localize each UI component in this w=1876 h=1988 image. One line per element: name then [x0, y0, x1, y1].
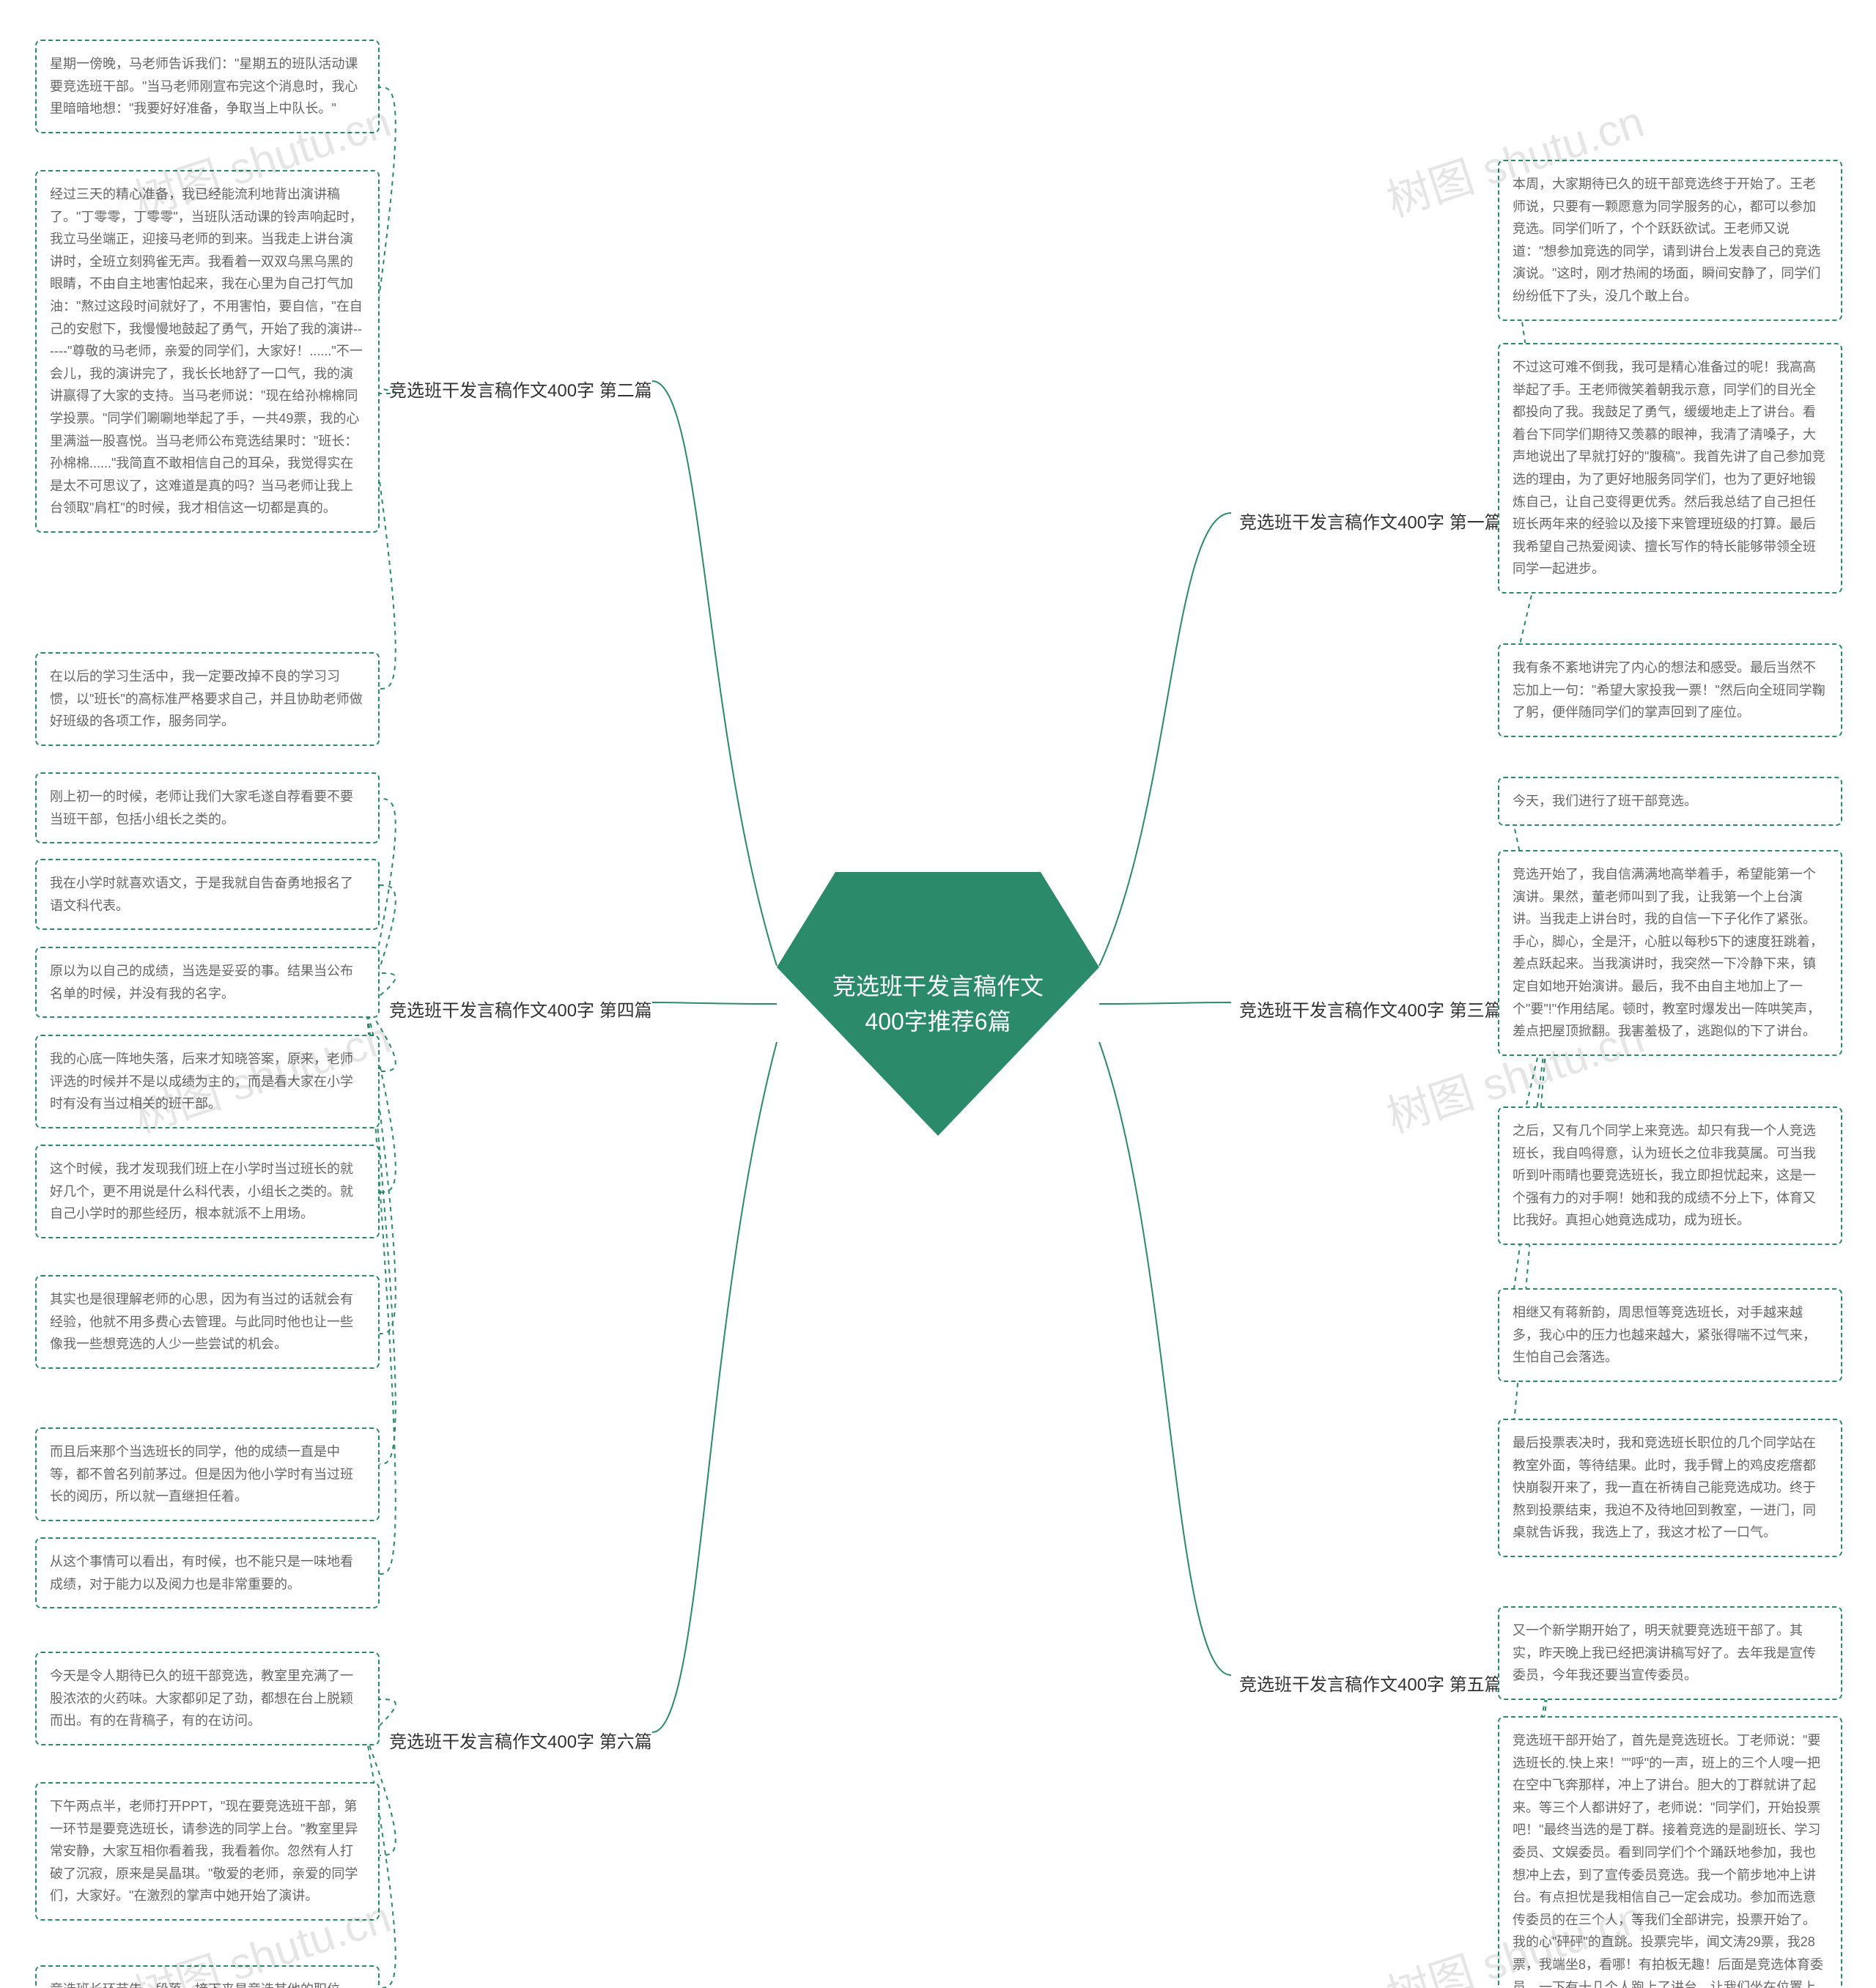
leaf-b2-2: 在以后的学习生活中，我一定要改掉不良的学习习惯，以"班长"的高标准严格要求自己，… [35, 652, 380, 746]
leaf-b1-0: 本周，大家期待已久的班干部竞选终于开始了。王老师说，只要有一颗愿意为同学服务的心… [1498, 160, 1842, 321]
branch-label-b4: 竞选班干发言稿作文400字 第四篇 [381, 991, 660, 1027]
leaf-b5-1: 竞选班干部开始了，首先是竞选班长。丁老师说："要选班长的.快上来！""呼"的一声… [1498, 1716, 1842, 1988]
leaf-b4-7: 从这个事情可以看出，有时候，也不能只是一味地看成绩，对于能力以及阅力也是非常重要… [35, 1537, 380, 1608]
branch-label-b1: 竞选班干发言稿作文400字 第一篇 [1231, 503, 1510, 539]
leaf-b3-3: 相继又有蒋新韵，周思恒等竞选班长，对手越来越多，我心中的压力也越来越大，紧张得喘… [1498, 1288, 1842, 1382]
branch-label-b2: 竞选班干发言稿作文400字 第二篇 [381, 371, 660, 407]
branch-label-b3: 竞选班干发言稿作文400字 第三篇 [1231, 991, 1510, 1027]
leaf-b3-2: 之后，又有几个同学上来竞选。却只有我一个人竞选班长，我自鸣得意，认为班长之位非我… [1498, 1106, 1842, 1245]
leaf-b4-4: 这个时候，我才发现我们班上在小学时当过班长的就好几个，更不用说是什么科代表，小组… [35, 1145, 380, 1238]
branch-label-b5: 竞选班干发言稿作文400字 第五篇 [1231, 1665, 1510, 1701]
center-title: 竞选班干发言稿作文400字推荐6篇 [813, 969, 1063, 1039]
leaf-b5-0: 又一个新学期开始了，明天就要竞选班干部了。其实，昨天晚上我已经把演讲稿写好了。去… [1498, 1606, 1842, 1700]
leaf-b2-1: 经过三天的精心准备，我已经能流利地背出演讲稿了。"丁零零，丁零零"，当班队活动课… [35, 170, 380, 533]
leaf-b1-2: 我有条不紊地讲完了内心的想法和感受。最后当然不忘加上一句："希望大家投我一票！"… [1498, 643, 1842, 737]
leaf-b4-1: 我在小学时就喜欢语文，于是我就自告奋勇地报名了语文科代表。 [35, 859, 380, 930]
leaf-b3-4: 最后投票表决时，我和竞选班长职位的几个同学站在教室外面，等待结果。此时，我手臂上… [1498, 1419, 1842, 1557]
leaf-b6-2: 竞选班长环节告一段落，接下来是竞选其他的职位。我在台上非常紧张，"什么时候才轮到… [35, 1965, 380, 1988]
leaf-b4-5: 其实也是很理解老师的心思，因为有当过的话就会有经验，他就不用多费心去管理。与此同… [35, 1275, 380, 1369]
leaf-b4-0: 刚上初一的时候，老师让我们大家毛遂自荐看要不要当班干部，包括小组长之类的。 [35, 772, 380, 843]
leaf-b4-2: 原以为以自己的成绩，当选是妥妥的事。结果当公布名单的时候，并没有我的名字。 [35, 947, 380, 1018]
leaf-b4-6: 而且后来那个当选班长的同学，他的成绩一直是中等，都不曾名列前茅过。但是因为他小学… [35, 1427, 380, 1521]
leaf-b6-0: 今天是令人期待已久的班干部竞选，教室里充满了一股浓浓的火药味。大家都卯足了劲，都… [35, 1652, 380, 1745]
branch-label-b6: 竞选班干发言稿作文400字 第六篇 [381, 1722, 660, 1758]
leaf-b4-3: 我的心底一阵地失落，后来才知晓答案，原来，老师评选的时候并不是以成绩为主的，而是… [35, 1035, 380, 1128]
center-node: 竞选班干发言稿作文400字推荐6篇 [777, 872, 1099, 1136]
leaf-b2-0: 星期一傍晚，马老师告诉我们："星期五的班队活动课要竞选班干部。"当马老师刚宣布完… [35, 40, 380, 133]
leaf-b6-1: 下午两点半，老师打开PPT，"现在要竞选班干部，第一环节是要竞选班长，请参选的同… [35, 1782, 380, 1921]
leaf-b1-1: 不过这可难不倒我，我可是精心准备过的呢！我高高举起了手。王老师微笑着朝我示意，同… [1498, 343, 1842, 594]
leaf-b3-1: 竞选开始了，我自信满满地高举着手，希望能第一个演讲。果然，董老师叫到了我，让我第… [1498, 850, 1842, 1056]
leaf-b3-0: 今天，我们进行了班干部竞选。 [1498, 777, 1842, 826]
